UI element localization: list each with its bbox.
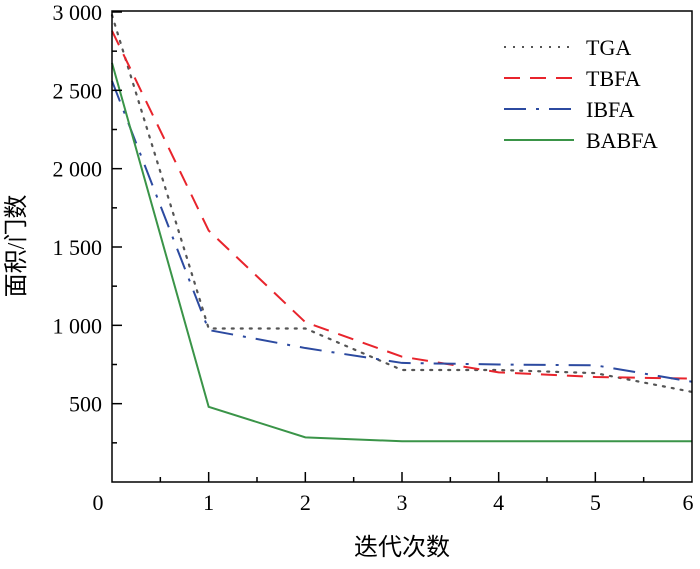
legend-label: TBFA <box>586 66 641 91</box>
x-tick-label: 3 <box>397 490 408 515</box>
y-tick-label: 1 500 <box>53 235 103 260</box>
legend-label: TGA <box>586 35 631 60</box>
x-axis-label: 迭代次数 <box>354 534 450 561</box>
x-tick-label: 2 <box>300 490 311 515</box>
x-tick-label: 6 <box>683 490 694 515</box>
y-tick-label: 500 <box>69 392 102 417</box>
x-tick-label: 1 <box>203 490 214 515</box>
legend: TGA TBFA IBFA BABFA <box>504 35 658 153</box>
y-axis-label: 面积/门数 <box>3 195 30 298</box>
x-tick-label: 4 <box>493 490 504 515</box>
y-tick-label: 3 000 <box>53 0 103 25</box>
x-tick-label: 5 <box>590 490 601 515</box>
y-tick-label: 2 500 <box>53 78 103 103</box>
y-tick-label: 1 000 <box>53 313 103 338</box>
legend-label: BABFA <box>586 128 658 153</box>
x-tick-label: 0 <box>93 490 104 515</box>
legend-label: IBFA <box>586 97 635 122</box>
y-tick-label: 2 000 <box>53 157 103 182</box>
series-line-ibfa <box>112 81 692 382</box>
